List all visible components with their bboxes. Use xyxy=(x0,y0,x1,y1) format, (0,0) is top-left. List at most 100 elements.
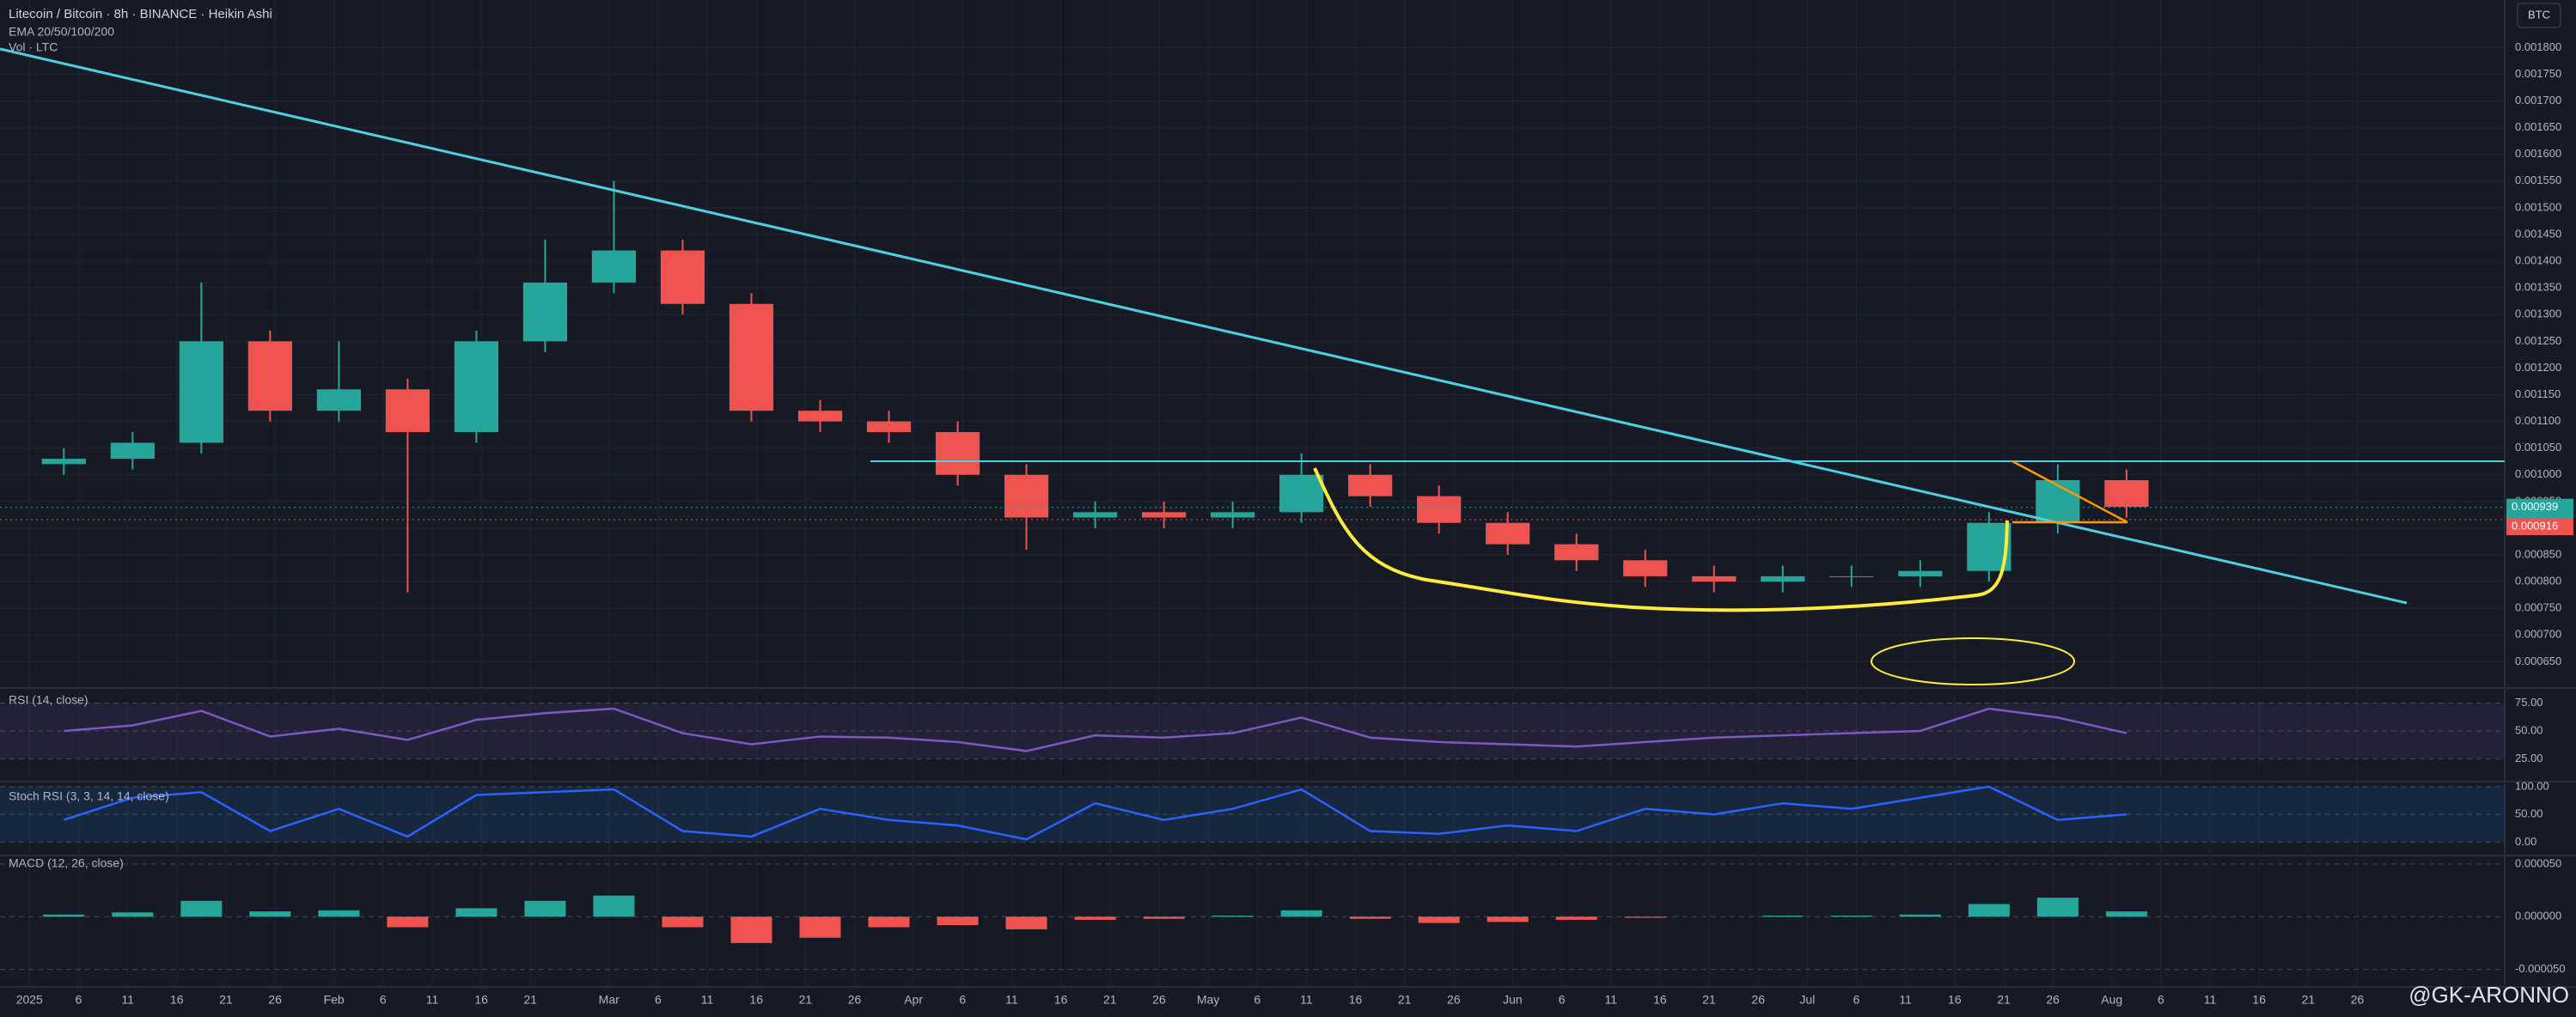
y-tick-label: 0.001400 xyxy=(2515,253,2561,266)
x-tick-label: 21 xyxy=(2302,993,2316,1007)
y-tick-label: 0.001200 xyxy=(2515,361,2561,374)
histogram-bar xyxy=(1212,915,1254,917)
x-tick-label: 16 xyxy=(170,993,184,1007)
x-tick-label: 16 xyxy=(1054,993,1068,1007)
band xyxy=(0,703,2505,759)
candle-body xyxy=(2036,479,2080,523)
watermark: @GK-ARONNO xyxy=(2408,982,2569,1008)
candle-body xyxy=(247,341,292,411)
x-tick-label: Apr xyxy=(904,993,923,1007)
x-tick-label: 11 xyxy=(426,993,439,1007)
y-tick-label: 0.001600 xyxy=(2515,147,2561,160)
histogram-bar xyxy=(1280,910,1322,917)
histogram-bar xyxy=(43,914,85,917)
x-tick-label: 16 xyxy=(749,993,763,1007)
candle-body xyxy=(110,442,155,460)
candle-body xyxy=(1692,575,1737,582)
currency-label[interactable]: BTC xyxy=(2528,8,2550,21)
x-tick-label: Mar xyxy=(599,993,620,1007)
y-tick-label: 0.000000 xyxy=(2515,910,2561,923)
pane-title: MACD (12, 26, close) xyxy=(9,856,124,870)
histogram-bar xyxy=(937,917,979,926)
y-tick-label: 0.001300 xyxy=(2515,308,2561,320)
candle-body xyxy=(797,411,843,422)
y-tick-label: 0.001000 xyxy=(2515,467,2561,480)
histogram-bar xyxy=(1349,917,1391,919)
candle-body xyxy=(2104,479,2149,508)
x-tick-label: 26 xyxy=(268,993,282,1007)
y-tick-label: 0.000650 xyxy=(2515,655,2561,667)
x-tick-label: 6 xyxy=(1853,993,1860,1007)
cup-curve xyxy=(1313,467,2009,612)
y-tick-label: 0.000800 xyxy=(2515,575,2561,588)
histogram-bar xyxy=(524,900,566,917)
histogram-bar xyxy=(180,900,223,917)
currency-box[interactable] xyxy=(2517,3,2561,28)
y-tick-label: -0.000050 xyxy=(2515,962,2566,975)
x-tick-label: May xyxy=(1197,993,1219,1007)
candle-body xyxy=(385,389,430,433)
marks-layer xyxy=(0,180,2505,943)
x-tick-label: 21 xyxy=(219,993,233,1007)
x-tick-label: 6 xyxy=(959,993,966,1007)
triangle-pattern xyxy=(2011,460,2128,524)
indicator-line xyxy=(63,785,2127,841)
price-tag xyxy=(2506,518,2573,536)
y-tick-label: 0.001650 xyxy=(2515,120,2561,133)
x-tick-label: Aug xyxy=(2101,993,2122,1007)
y-tick-label: 0.001050 xyxy=(2515,441,2561,454)
candle-body xyxy=(1142,512,1187,518)
volume-ellipse xyxy=(1871,637,2075,685)
price-tag-label: 0.000939 xyxy=(2512,500,2558,513)
y-tick-label: 0.001750 xyxy=(2515,67,2561,80)
candle-body xyxy=(660,250,705,304)
x-tick-label: 16 xyxy=(1948,993,1962,1007)
x-tick-label: 16 xyxy=(474,993,488,1007)
histogram-bar xyxy=(318,910,360,917)
x-tick-label: 21 xyxy=(1103,993,1117,1007)
histogram-bar xyxy=(593,895,635,917)
candle-body xyxy=(1417,496,1462,523)
candle-body xyxy=(1348,474,1393,496)
histogram-bar xyxy=(1486,917,1529,923)
y-tick-label: 0.001700 xyxy=(2515,94,2561,107)
x-tick-label: 6 xyxy=(2158,993,2164,1007)
y-tick-label: 0.000700 xyxy=(2515,628,2561,641)
x-tick-label: 6 xyxy=(76,993,82,1007)
x-tick-label: 6 xyxy=(1559,993,1566,1007)
x-tick-label: 11 xyxy=(701,993,714,1007)
candle-body xyxy=(1554,544,1599,561)
x-tick-label: 16 xyxy=(1653,993,1667,1007)
histogram-bar xyxy=(2105,911,2147,917)
candle-body xyxy=(316,389,361,411)
y-tick-label: 0.001450 xyxy=(2515,227,2561,240)
x-tick-label: 11 xyxy=(121,993,134,1007)
histogram-bar xyxy=(1968,904,2010,917)
y-tick-label: 0.001100 xyxy=(2515,414,2561,427)
candle-body xyxy=(1211,512,1255,518)
x-tick-label: 26 xyxy=(848,993,862,1007)
histogram-bar xyxy=(2036,898,2079,917)
candle-body xyxy=(1072,512,1118,518)
x-tick-label: 11 xyxy=(2204,993,2217,1007)
candle-body xyxy=(1623,560,1668,576)
candle-body xyxy=(729,303,774,411)
y-tick-label: 50.00 xyxy=(2515,723,2543,736)
x-tick-label: 11 xyxy=(1300,993,1313,1007)
x-tick-label: 21 xyxy=(799,993,813,1007)
trendline xyxy=(0,47,2408,605)
candle-body xyxy=(1486,522,1530,545)
candle-body xyxy=(866,421,912,433)
pane-title: RSI (14, close) xyxy=(9,693,89,707)
y-tick-label: 0.00 xyxy=(2515,835,2536,848)
histogram-bar xyxy=(662,917,704,928)
candle-body xyxy=(1279,474,1324,513)
x-tick-label: 26 xyxy=(1152,993,1166,1007)
grid-layer xyxy=(0,0,2576,988)
x-tick-label: 26 xyxy=(1751,993,1765,1007)
histogram-bar xyxy=(799,917,841,938)
histogram-bar xyxy=(1143,917,1185,919)
drawings xyxy=(0,47,2505,685)
histogram-bar xyxy=(455,908,497,917)
y-tick-label: 0.000050 xyxy=(2515,856,2561,869)
